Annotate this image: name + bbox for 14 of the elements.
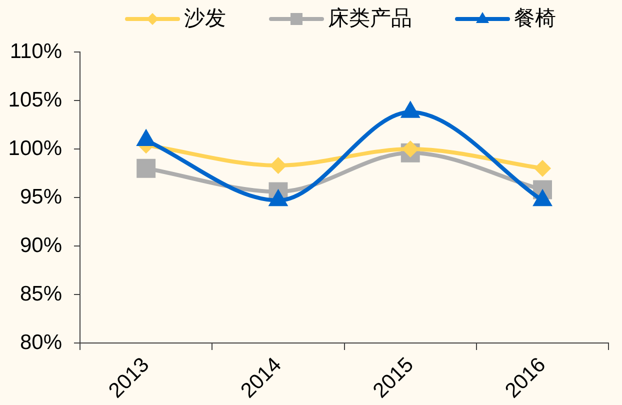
y-tick-label: 100% — [8, 136, 62, 160]
y-tick-label: 110% — [10, 40, 62, 63]
point — [534, 160, 552, 177]
legend-label: 沙发 — [184, 7, 226, 31]
legend-label: 餐椅 — [514, 7, 556, 31]
y-tick-label: 105% — [8, 88, 62, 112]
y-tick-label: 85% — [20, 282, 62, 306]
y-tick-label: 80% — [20, 330, 62, 354]
point — [270, 156, 287, 174]
y-tick-label: 95% — [20, 185, 62, 208]
y-tick-label: 90% — [20, 234, 62, 257]
point — [136, 158, 156, 178]
legend-label: 床类产品 — [328, 7, 412, 31]
point — [402, 140, 419, 158]
